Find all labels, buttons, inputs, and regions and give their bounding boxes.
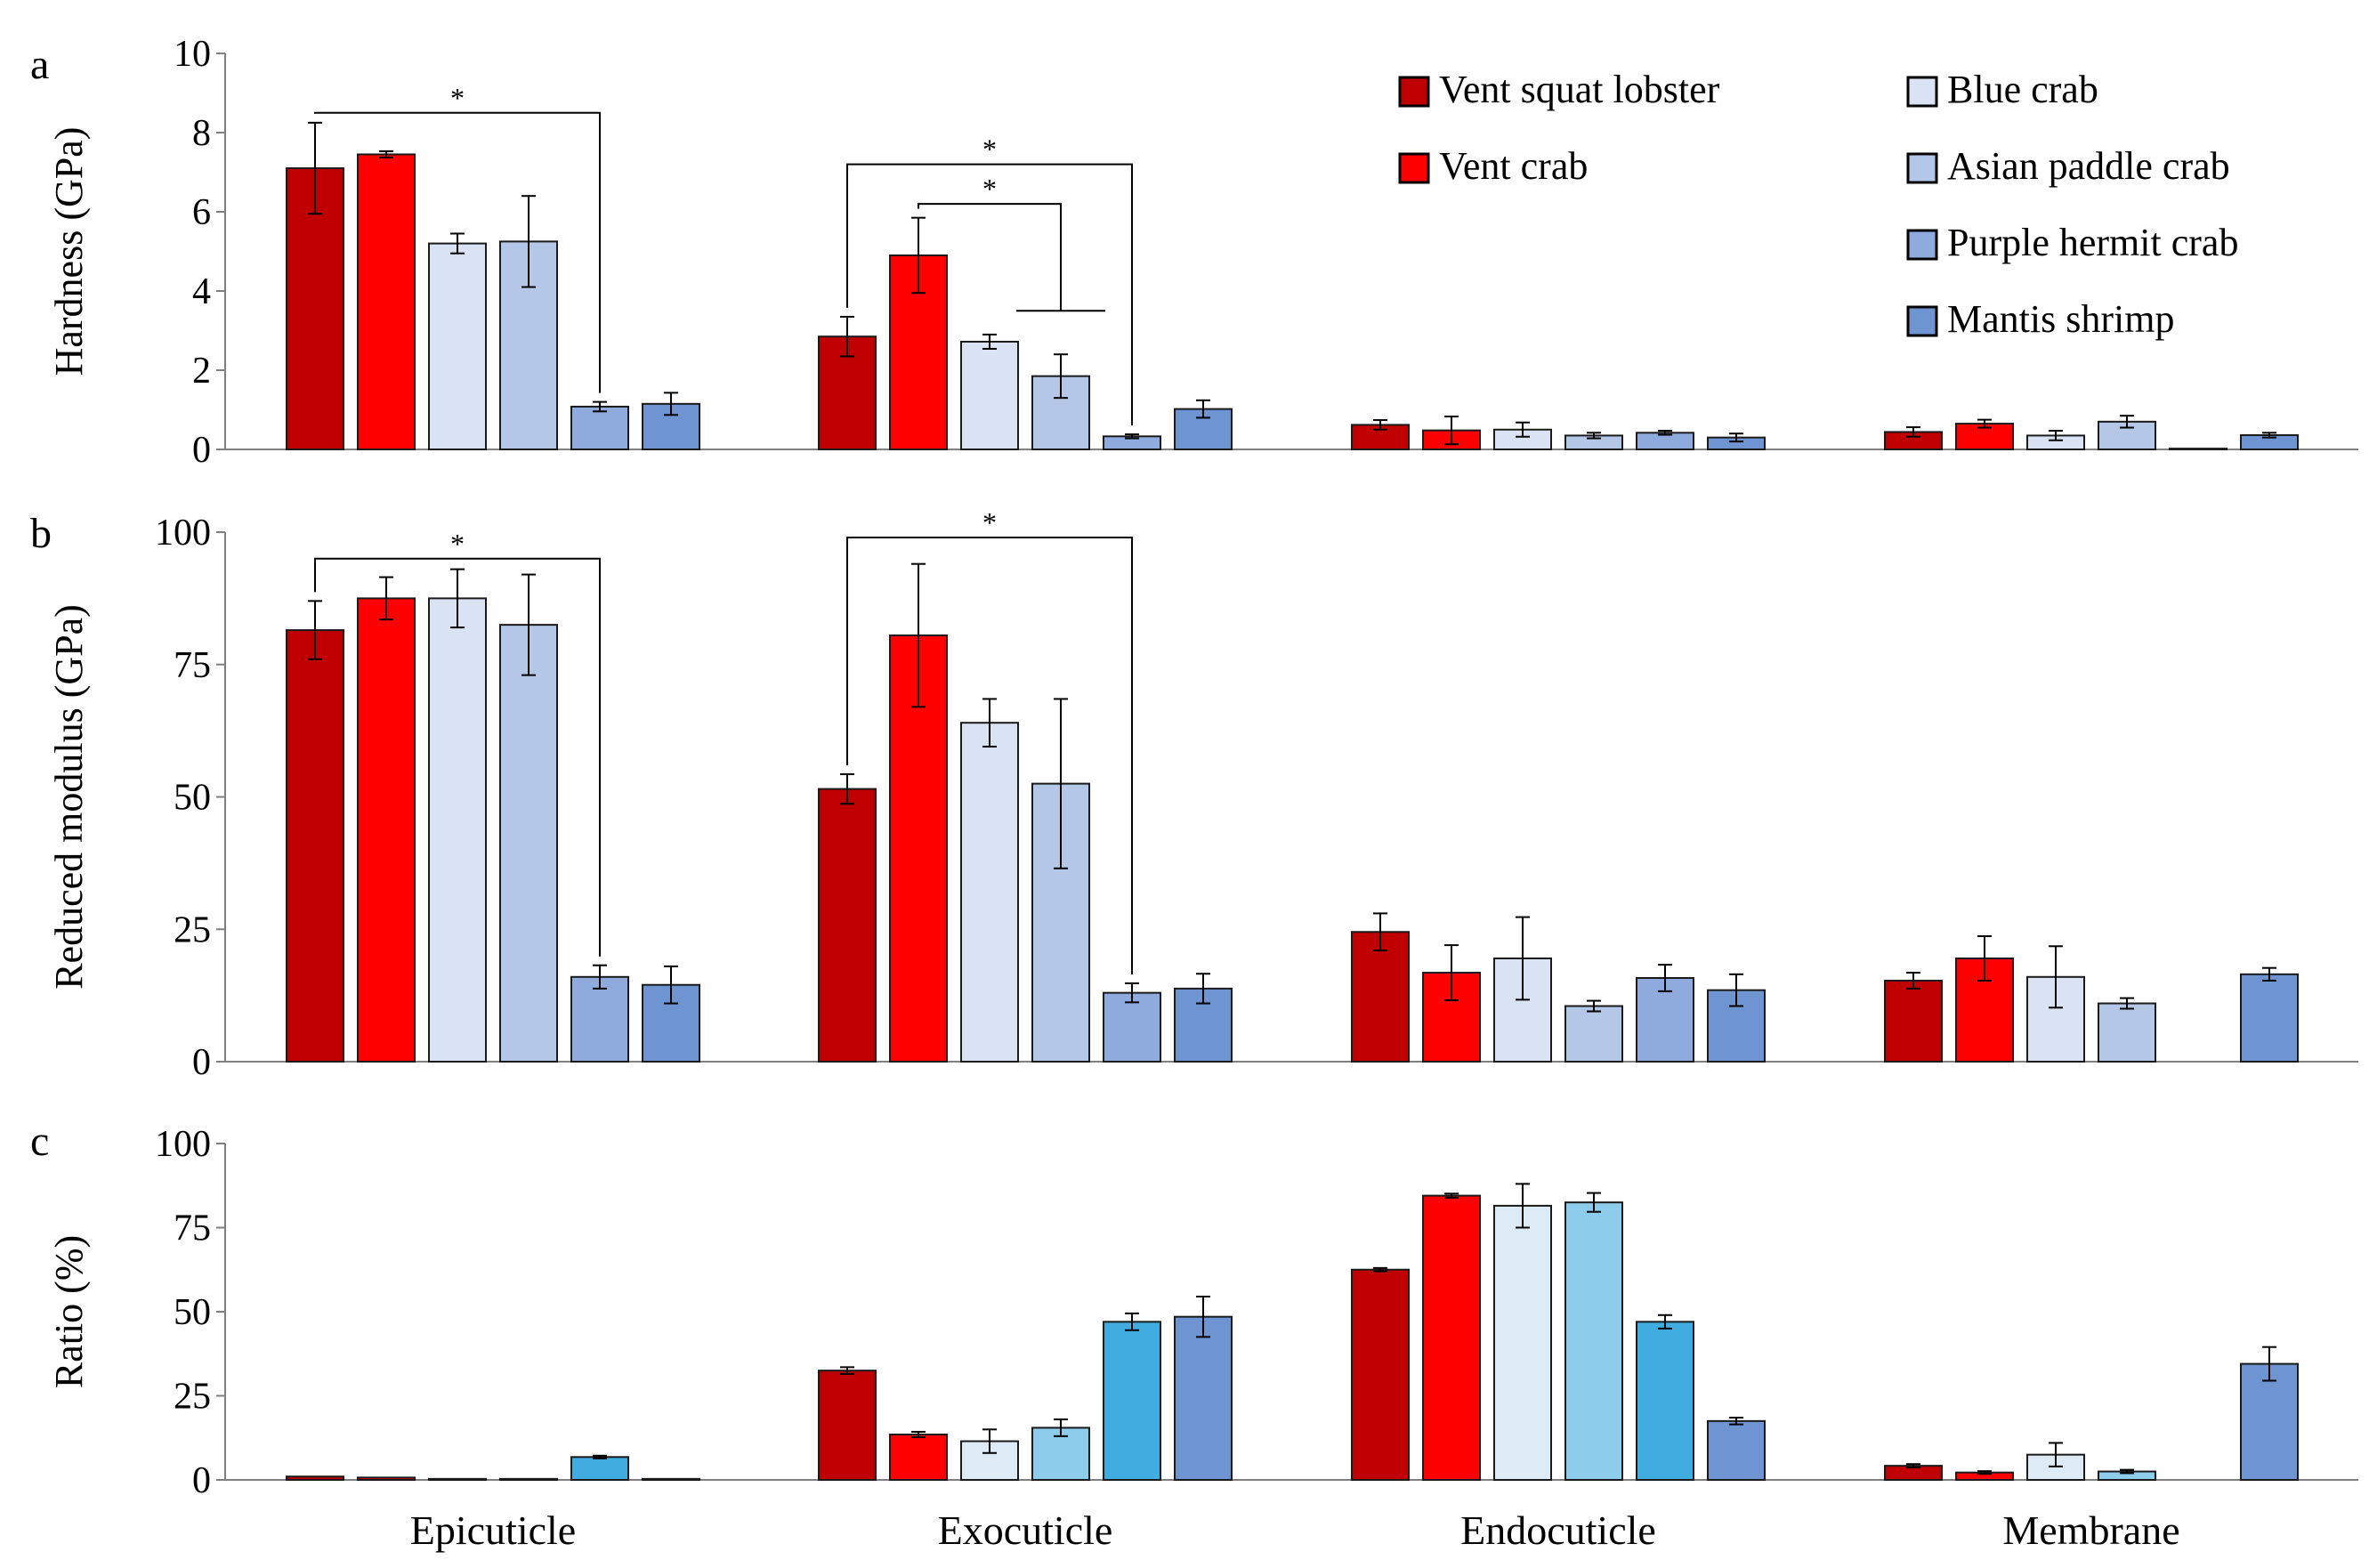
bar bbox=[570, 975, 629, 1063]
legend-swatch bbox=[1906, 152, 1938, 184]
legend-swatch bbox=[1906, 76, 1938, 108]
y-tick-label: 6 bbox=[192, 192, 211, 233]
bar bbox=[1422, 1194, 1481, 1481]
legend-label: Vent squat lobster bbox=[1439, 68, 1720, 111]
bar bbox=[499, 240, 558, 450]
legend-label: Blue crab bbox=[1947, 68, 2098, 111]
legend-label: Purple hermit crab bbox=[1947, 221, 2238, 264]
y-tick-label: 25 bbox=[174, 1377, 211, 1418]
bar bbox=[818, 1370, 877, 1482]
bar bbox=[960, 340, 1019, 450]
bar bbox=[2240, 973, 2299, 1063]
bar bbox=[499, 624, 558, 1063]
bar bbox=[1351, 931, 1410, 1063]
y-tick-label: 75 bbox=[174, 645, 211, 686]
bar bbox=[1707, 1419, 1766, 1481]
bar bbox=[960, 722, 1019, 1063]
significance-star: * bbox=[982, 173, 997, 205]
bar bbox=[570, 1456, 629, 1482]
y-tick-label: 50 bbox=[174, 1292, 211, 1333]
bar bbox=[1493, 1204, 1552, 1482]
bar bbox=[1174, 1315, 1233, 1482]
significance-star: * bbox=[982, 506, 997, 538]
x-category-label: Endocuticle bbox=[1460, 1507, 1656, 1553]
bar bbox=[1103, 991, 1161, 1063]
significance-bracket bbox=[846, 536, 1133, 974]
significance-star: * bbox=[450, 528, 465, 560]
panel-label: a bbox=[30, 41, 49, 88]
bar bbox=[642, 1477, 700, 1481]
bar bbox=[1564, 1005, 1623, 1063]
bar bbox=[2098, 1002, 2156, 1063]
bar bbox=[286, 167, 344, 451]
y-axis-title: Hardness (GPa) bbox=[47, 127, 91, 376]
legend-swatch bbox=[1906, 229, 1938, 261]
legend-label: Asian paddle crab bbox=[1947, 144, 2230, 188]
significance-bracket bbox=[314, 111, 601, 393]
legend-swatch bbox=[1398, 76, 1430, 108]
x-category-labels: Epicuticle Exocuticle Endocuticle Membrane bbox=[410, 1507, 2180, 1553]
legend-swatch bbox=[1906, 305, 1938, 337]
bar bbox=[1564, 1201, 1623, 1482]
bar bbox=[286, 629, 344, 1063]
y-tick-label: 25 bbox=[174, 909, 211, 950]
bar bbox=[428, 597, 487, 1063]
significance-bracket bbox=[314, 557, 601, 957]
panel-a-hardness: a Hardness (GPa) 0 2 4 6 8 10 * * * bbox=[30, 34, 2358, 471]
significance-star: * bbox=[450, 82, 465, 114]
bar bbox=[357, 1476, 416, 1482]
y-tick-label: 2 bbox=[192, 351, 211, 392]
bar bbox=[1351, 1268, 1410, 1481]
x-category-label: Exocuticle bbox=[938, 1507, 1113, 1553]
significance-star: * bbox=[982, 133, 997, 166]
x-category-label: Membrane bbox=[2002, 1507, 2179, 1553]
y-tick-label: 4 bbox=[192, 271, 211, 312]
panel-label: b bbox=[30, 510, 52, 557]
legend: Vent squat lobster Vent crab Blue crab Asia… bbox=[1398, 68, 2238, 341]
panel-c-ratio: c Ratio (%) 0 25 50 75 100 bbox=[30, 1118, 2358, 1501]
y-tick-label: 75 bbox=[174, 1208, 211, 1249]
legend-label: Mantis shrimp bbox=[1947, 297, 2174, 341]
bar bbox=[2240, 1362, 2299, 1481]
bar bbox=[1103, 1321, 1161, 1481]
significance-bracket bbox=[846, 163, 1133, 426]
bar bbox=[889, 1433, 948, 1481]
panel-label: c bbox=[30, 1118, 49, 1165]
legend-label: Vent crab bbox=[1439, 144, 1588, 188]
y-axis-title: Ratio (%) bbox=[47, 1235, 91, 1388]
bar bbox=[1636, 1321, 1694, 1481]
y-tick-label: 100 bbox=[155, 1124, 211, 1165]
panel-b-reduced-modulus: b Reduced modulus (GPa) 0 25 50 75 100 * * bbox=[30, 506, 2358, 1083]
y-tick-label: 10 bbox=[174, 34, 211, 75]
bar bbox=[570, 405, 629, 451]
bar bbox=[1884, 979, 1943, 1063]
bar bbox=[428, 242, 487, 450]
x-category-label: Epicuticle bbox=[410, 1507, 576, 1553]
y-tick-label: 0 bbox=[192, 1042, 211, 1083]
significance-bracket bbox=[918, 203, 1062, 311]
bar bbox=[357, 153, 416, 450]
y-tick-label: 0 bbox=[192, 1460, 211, 1501]
bar bbox=[357, 597, 416, 1063]
y-tick-label: 100 bbox=[155, 513, 211, 554]
bar bbox=[1707, 989, 1766, 1063]
bar bbox=[428, 1477, 487, 1481]
y-tick-label: 8 bbox=[192, 113, 211, 154]
bar bbox=[818, 788, 877, 1063]
y-tick-label: 0 bbox=[192, 430, 211, 471]
y-tick-label: 50 bbox=[174, 778, 211, 819]
y-axis-title: Reduced modulus (GPa) bbox=[47, 604, 91, 990]
bar bbox=[499, 1477, 558, 1481]
legend-swatch bbox=[1398, 152, 1430, 184]
bar bbox=[286, 1475, 344, 1481]
